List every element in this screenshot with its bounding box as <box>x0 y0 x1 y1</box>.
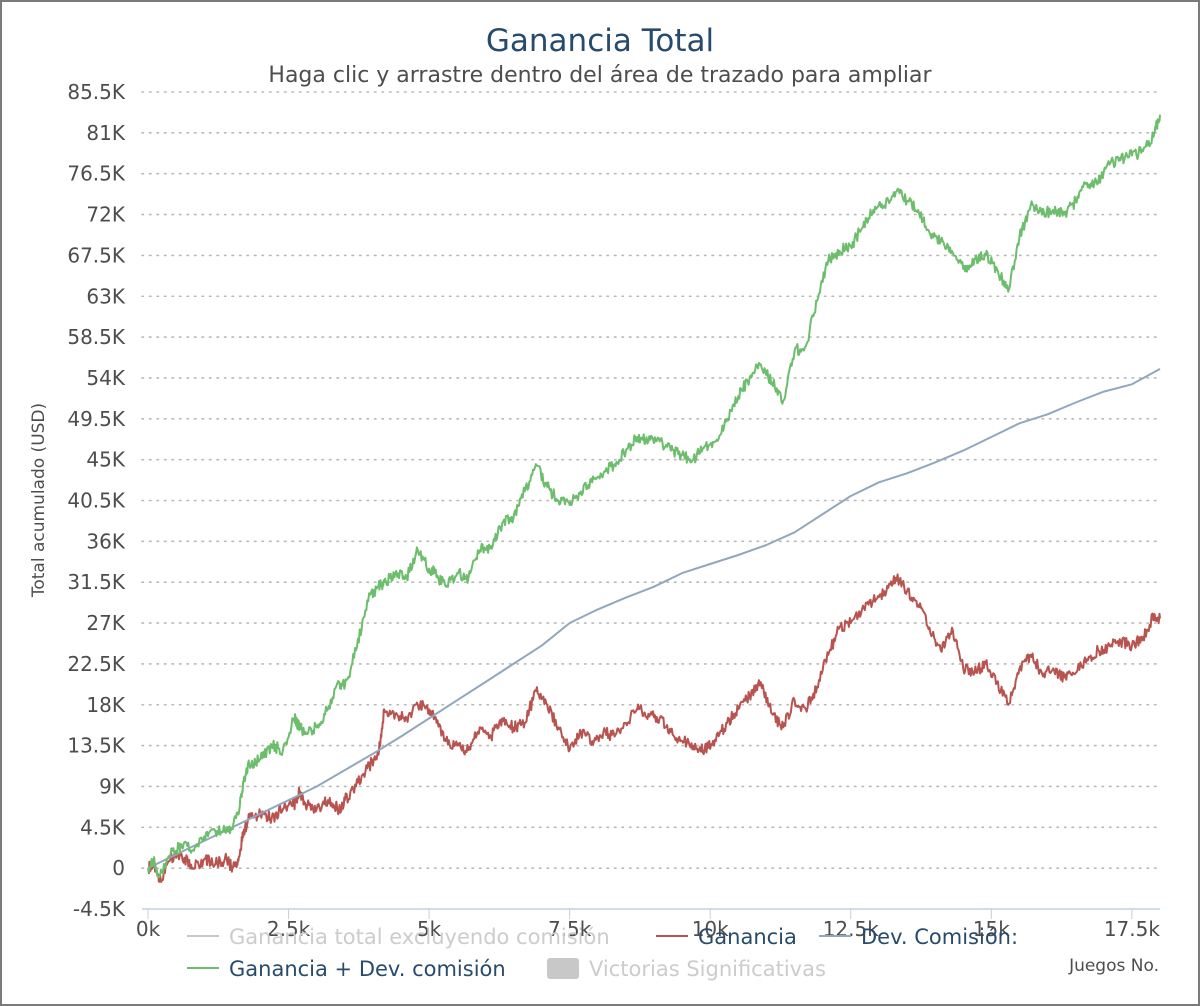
legend-item-dev-comision[interactable]: Dev. Comisión: <box>819 925 1018 949</box>
y-tick-label: 4.5K <box>80 815 126 839</box>
y-tick-label: 27K <box>86 611 125 635</box>
y-tick-label: 81K <box>86 121 125 145</box>
chart-subtitle: Haga clic y arrastre dentro del área de … <box>268 63 932 88</box>
y-tick-label: 76.5K <box>67 162 126 186</box>
y-tick-label: 31.5K <box>67 570 126 594</box>
x-axis-title: Juegos No. <box>1068 956 1159 976</box>
series-line-ganancia-dev-comision[interactable] <box>147 114 1161 879</box>
y-tick-label: 58.5K <box>67 325 126 349</box>
y-tick-label: 54K <box>86 366 125 390</box>
y-tick-label: -4.5K <box>73 897 126 921</box>
legend-item-victorias-significativas[interactable]: Victorias Significativas <box>547 957 826 981</box>
y-axis-ticks: -4.5K 0 4.5K 9K 13.5K 18K 22.5K 27K 31.5K 36K 40.5… <box>67 80 126 921</box>
y-tick-label: 40.5K <box>67 489 126 513</box>
legend-label: Ganancia total excluyendo comisión <box>229 925 610 949</box>
y-tick-label: 18K <box>86 693 125 717</box>
legend: Ganancia total excluyendo comisión Gananc… <box>187 925 1018 981</box>
legend-label: Dev. Comisión: <box>861 925 1018 949</box>
chart-title: Ganancia Total <box>486 23 714 59</box>
series-line-dev-comision[interactable] <box>147 368 1161 870</box>
legend-label: Ganancia <box>698 925 797 949</box>
y-tick-label: 45K <box>86 448 125 472</box>
x-tick-label: 5k <box>417 917 442 941</box>
legend-item-ganancia-total-excluyendo-comision[interactable]: Ganancia total excluyendo comisión <box>187 925 610 949</box>
legend-symbol <box>547 958 579 979</box>
y-axis-title: Total acumulado (USD) <box>29 403 49 598</box>
y-tick-label: 85.5K <box>67 80 126 104</box>
y-tick-label: 13.5K <box>67 734 126 758</box>
legend-item-ganancia-dev-comision[interactable]: Ganancia + Dev. comisión <box>187 957 506 981</box>
y-tick-label: 0 <box>112 856 125 880</box>
x-tick-label: 0k <box>136 917 161 941</box>
legend-label: Ganancia + Dev. comisión <box>229 957 506 981</box>
x-tick-label: 15k <box>973 917 1010 941</box>
x-tick-label: 7.5k <box>548 917 592 941</box>
legend-label: Victorias Significativas <box>589 957 826 981</box>
x-axis-ticks: 0k 2.5k 5k 7.5k 10k 12.5k 15k 17.5k <box>136 909 1161 941</box>
y-tick-label: 63K <box>86 284 125 308</box>
y-tick-label: 9K <box>99 774 126 798</box>
grid-lines <box>141 91 1161 869</box>
x-tick-label: 17.5k <box>1104 917 1161 941</box>
x-tick-label: 2.5k <box>267 917 311 941</box>
series-line-ganancia[interactable] <box>147 573 1161 883</box>
y-tick-label: 36K <box>86 529 125 553</box>
x-tick-label: 10k <box>692 917 729 941</box>
y-tick-label: 22.5K <box>67 652 126 676</box>
plot-area[interactable] <box>147 114 1161 883</box>
y-tick-label: 67.5K <box>67 243 126 267</box>
legend-item-ganancia[interactable]: Ganancia <box>656 925 797 949</box>
y-tick-label: 72K <box>86 203 125 227</box>
y-tick-label: 49.5K <box>67 407 126 431</box>
